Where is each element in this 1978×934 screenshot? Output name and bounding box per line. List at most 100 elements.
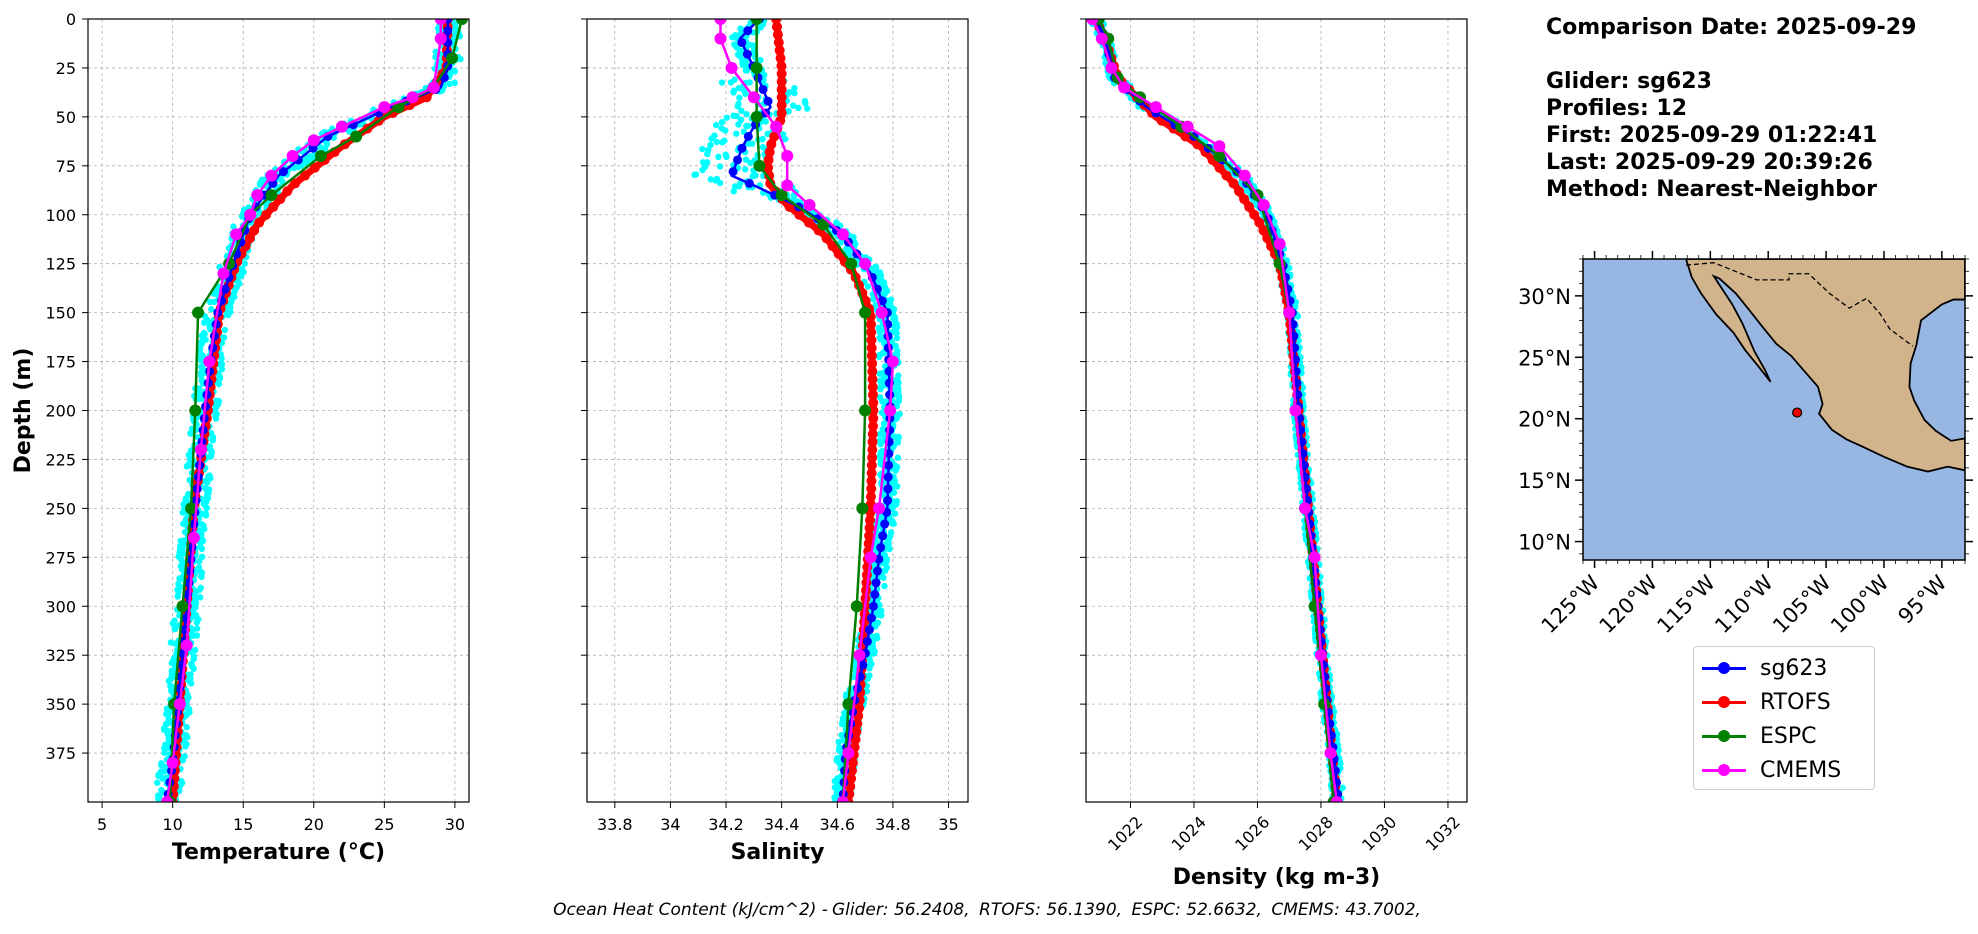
glider-data-point [863, 688, 871, 695]
series-point-rtofs [1244, 201, 1255, 212]
glider-data-point [180, 540, 187, 547]
ohc-espc: ESPC: 52.6632, [1131, 900, 1262, 920]
glider-data-point [209, 437, 217, 444]
series-point-rtofs [846, 773, 857, 784]
y-tick-label: 175 [45, 353, 76, 372]
series-point-cmems [781, 179, 794, 192]
ohc-label: Ocean Heat Content (kJ/cm^2) - [553, 900, 828, 920]
y-tick-label: 225 [45, 450, 76, 469]
glider-data-point [870, 295, 877, 303]
series-point-cmems [173, 698, 186, 711]
glider-data-point [197, 354, 204, 361]
glider-data-point [174, 593, 181, 600]
series-point-sg623 [737, 143, 747, 153]
series-point-cmems [1324, 747, 1337, 760]
series-point-sg623 [278, 167, 288, 177]
series-point-sg623 [877, 296, 887, 306]
glider-data-point [723, 114, 730, 121]
lon-tick-label: 125°W [1537, 570, 1605, 638]
glider-data-point [165, 711, 172, 718]
glider-data-point [795, 104, 802, 112]
series-point-rtofs [299, 170, 310, 181]
series-point-rtofs [867, 444, 878, 455]
legend-item-cmems: CMEMS [1702, 753, 1841, 787]
series-point-rtofs [866, 327, 877, 338]
x-axis-label: Temperature (°C) [172, 840, 385, 865]
glider-name: Glider: sg623 [1546, 69, 1712, 94]
glider-data-point [207, 326, 214, 333]
glider-data-point [171, 625, 179, 633]
series-point-cmems [1105, 61, 1118, 74]
map-frame [1582, 258, 1966, 561]
series-point-rtofs [1254, 217, 1265, 228]
y-tick-label: 150 [45, 304, 76, 323]
series-point-rtofs [766, 139, 777, 150]
lat-tick-label: 15°N [1518, 469, 1571, 493]
series-point-cmems [427, 81, 440, 94]
glider-data-point [218, 355, 225, 362]
glider-data-point [733, 130, 740, 137]
glider-data-point [882, 398, 889, 405]
glider-data-point [699, 166, 706, 174]
ocean-heat-content: Ocean Heat Content (kJ/cm^2) - Glider: 56… [0, 900, 1978, 920]
lat-tick-label: 30°N [1518, 285, 1571, 309]
glider-data-point [154, 779, 161, 786]
series-point-rtofs [282, 186, 293, 197]
glider-data-point [704, 150, 711, 158]
series-point-rtofs [290, 178, 301, 189]
x-tick-label: 1022 [1104, 812, 1146, 854]
glider-data-point [781, 135, 789, 143]
series-point-rtofs [765, 178, 776, 189]
series-point-cmems [194, 443, 207, 456]
lat-tick-label: 20°N [1518, 408, 1571, 432]
glider-data-point [196, 558, 203, 565]
glider-data-point [196, 395, 203, 403]
series-point-cmems [187, 531, 200, 544]
series-point-rtofs [846, 765, 857, 776]
series-point-rtofs [1239, 194, 1250, 205]
glider-data-point [734, 103, 742, 110]
series-point-rtofs [1228, 178, 1239, 189]
series-point-cmems [747, 91, 760, 104]
series-point-cmems [406, 91, 419, 104]
series-point-rtofs [864, 515, 875, 526]
x-tick-label: 34.4 [764, 815, 800, 834]
series-point-cmems [725, 61, 738, 74]
glider-data-point [161, 749, 168, 756]
series-point-espc [185, 502, 198, 515]
glider-data-point [191, 646, 199, 654]
series-point-sg623 [871, 578, 881, 588]
glider-data-point [200, 525, 208, 533]
glider-data-point [179, 509, 186, 516]
series-point-rtofs [261, 209, 272, 220]
glider-data-point [1294, 313, 1302, 320]
series-point-espc [192, 306, 205, 319]
series-point-cmems [1299, 502, 1312, 515]
glider-data-point [741, 166, 749, 173]
series-point-cmems [1257, 198, 1270, 211]
series-point-rtofs [866, 483, 877, 494]
glider-data-point [165, 677, 173, 685]
lon-tick-label: 95°W [1893, 570, 1951, 628]
series-point-espc [455, 19, 468, 25]
glider-data-point [231, 288, 238, 295]
glider-data-point [161, 744, 168, 752]
y-tick-label: 350 [45, 695, 76, 714]
glider-data-point [831, 784, 839, 791]
series-point-rtofs [776, 84, 787, 95]
glider-data-point [230, 223, 237, 230]
glider-data-point [190, 665, 197, 672]
land [1685, 259, 1965, 473]
series-point-cmems [244, 208, 257, 221]
series-point-sg623 [883, 484, 893, 494]
series-point-espc [856, 502, 869, 515]
glider-data-point [178, 566, 186, 573]
series-point-rtofs [1249, 209, 1260, 220]
series-point-sg623 [744, 178, 754, 188]
series-point-cmems [1181, 120, 1194, 133]
series-point-rtofs [863, 538, 874, 549]
series-point-rtofs [763, 162, 774, 173]
series-point-cmems [886, 355, 899, 368]
x-tick-label: 34.2 [708, 815, 744, 834]
